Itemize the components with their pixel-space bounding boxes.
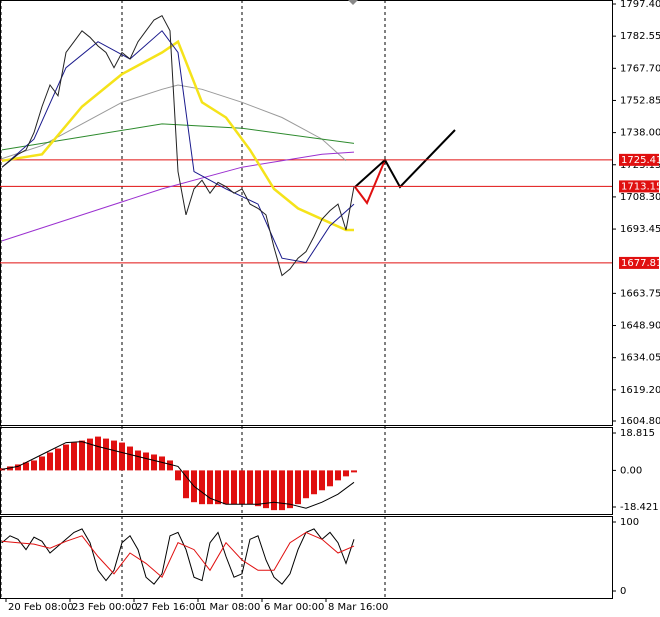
macd-bar xyxy=(215,470,221,505)
macd-bar xyxy=(279,470,285,511)
y-tick-label: 1663.75 xyxy=(620,288,660,299)
macd-bar xyxy=(159,456,165,471)
series-line xyxy=(1,39,354,232)
macd-bar xyxy=(167,460,173,471)
macd-bar xyxy=(95,436,101,471)
macd-bar xyxy=(39,456,45,471)
shift-marker xyxy=(348,0,358,5)
x-tick-label: 27 Feb 16:00 xyxy=(136,602,202,613)
macd-bar xyxy=(343,470,349,477)
level-label-box xyxy=(619,256,659,269)
macd-bar xyxy=(71,442,77,471)
macd-bar xyxy=(319,470,325,491)
macd-bar xyxy=(31,460,37,471)
macd-bar xyxy=(47,452,53,471)
macd-bar xyxy=(23,462,29,471)
macd-bar xyxy=(351,470,357,473)
macd-bar xyxy=(255,470,261,507)
macd-bar xyxy=(63,444,69,471)
macd-bar xyxy=(127,446,133,471)
macd-bar xyxy=(247,470,253,505)
y-tick-label: 1708.30 xyxy=(620,192,660,203)
macd-bar xyxy=(183,470,189,499)
y-tick-label: 1634.05 xyxy=(620,353,660,364)
projection-red xyxy=(354,159,386,205)
y-tick-label: 1752.85 xyxy=(620,95,660,106)
macd-bar xyxy=(327,470,333,487)
stoch-panel xyxy=(0,516,613,599)
x-tick-label: 8 Mar 16:00 xyxy=(328,602,388,613)
series-line xyxy=(1,84,347,162)
level-label-box xyxy=(619,180,659,193)
y-tick-label: 1648.90 xyxy=(620,321,660,332)
y-tick-label: 1782.55 xyxy=(620,31,660,42)
projection-black xyxy=(354,129,456,189)
macd-bar xyxy=(335,470,341,481)
series-line xyxy=(1,123,355,151)
x-tick-label: 6 Mar 00:00 xyxy=(264,602,324,613)
y-tick-label: 1797.40 xyxy=(620,0,660,10)
level-label: 1725.41 xyxy=(621,155,660,166)
y-tick-label: 1738.00 xyxy=(620,128,660,139)
x-tick-label: 1 Mar 08:00 xyxy=(200,602,260,613)
level-label-box xyxy=(619,153,659,166)
level-label: 1713.15 xyxy=(621,181,660,192)
macd-bar xyxy=(231,470,237,505)
macd-bar xyxy=(87,438,93,471)
macd-bar xyxy=(303,470,309,499)
y-tick-label: 1767.70 xyxy=(620,63,660,74)
y-tick-label: 1693.45 xyxy=(620,224,660,235)
macd-bar xyxy=(175,470,181,481)
macd-bar xyxy=(271,470,277,511)
series-line xyxy=(1,151,355,242)
macd-bar xyxy=(207,470,213,505)
level-label: 1677.81 xyxy=(621,258,660,269)
series-line xyxy=(1,30,355,264)
macd-bar xyxy=(55,448,61,471)
y-tick-label: 1604.80 xyxy=(620,416,660,427)
series-line xyxy=(1,531,355,579)
macd-bar xyxy=(15,464,21,471)
x-tick-label: 20 Feb 08:00 xyxy=(8,602,74,613)
macd-bar xyxy=(143,452,149,471)
macd-bar xyxy=(111,440,117,471)
macd-bar xyxy=(103,438,109,471)
macd-bar xyxy=(135,450,141,471)
y-tick-label: 0.00 xyxy=(620,465,642,476)
y-tick-label: 1619.20 xyxy=(620,385,660,396)
y-tick-label: 100 xyxy=(620,517,639,528)
macd-bar xyxy=(239,470,245,505)
y-tick-label: 18.815 xyxy=(620,428,655,439)
macd-bar xyxy=(311,470,317,495)
macd-bar xyxy=(151,454,157,471)
macd-bar xyxy=(287,470,293,509)
macd-bar xyxy=(79,440,85,471)
y-tick-label: -18.421 xyxy=(620,502,659,513)
macd-bar xyxy=(119,442,125,471)
series-line xyxy=(1,15,355,277)
macd-bar xyxy=(199,470,205,505)
series-line xyxy=(1,441,355,509)
macd-bar xyxy=(223,470,229,505)
x-tick-label: 23 Feb 00:00 xyxy=(72,602,138,613)
y-tick-label: 0 xyxy=(620,586,626,597)
macd-panel xyxy=(0,427,613,515)
macd-bar xyxy=(263,470,269,509)
macd-bar xyxy=(295,470,301,505)
main-panel xyxy=(0,0,613,426)
